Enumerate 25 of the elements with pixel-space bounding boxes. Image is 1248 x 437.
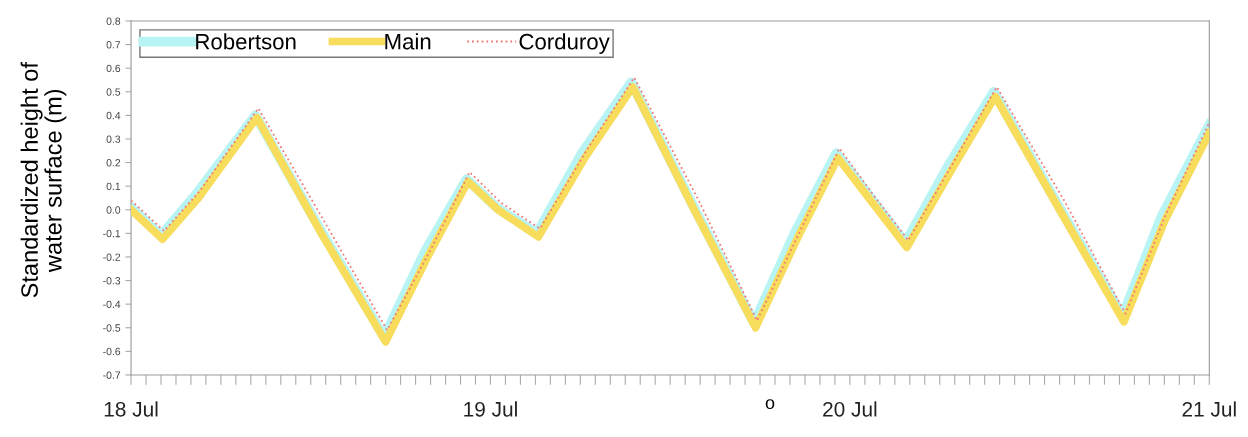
x-tick-label: 18 Jul: [104, 401, 158, 417]
y-tick-label: 0.5: [106, 88, 121, 96]
legend-label: Main: [385, 33, 431, 50]
y-tick-label: 0.4: [106, 111, 121, 120]
y-tick-label: -0.3: [103, 277, 121, 285]
y-tick-label: 0.1: [106, 182, 121, 191]
y-tick-label: 0.7: [106, 41, 121, 49]
y-tick-label: 0.8: [106, 17, 121, 25]
text: o: [765, 399, 775, 410]
y-tick-label: -0.4: [103, 300, 121, 309]
x-tick-label: 19 Jul: [464, 401, 517, 417]
y-tick-label: -0.6: [103, 347, 121, 356]
legend-label: Corduroy: [519, 33, 610, 54]
y-tick-label: -0.7: [103, 371, 121, 379]
y-tick-label: -0.1: [103, 229, 121, 238]
y-tick-label: 0.2: [106, 159, 121, 167]
x-tick-label: 20 Jul: [823, 401, 877, 417]
y-tick-label: 0.6: [106, 64, 121, 73]
y-tick-label: -0.2: [103, 253, 121, 261]
y-tick-label: 0.3: [106, 135, 121, 143]
y-tick-label: -0.5: [103, 324, 121, 332]
x-tick-label: 21 Jul: [1182, 401, 1236, 417]
legend-label: Robertson: [196, 33, 296, 50]
y-axis-title: Standardized height of water surface (m): [20, 62, 67, 298]
y-tick-label: 0.0: [106, 206, 121, 214]
